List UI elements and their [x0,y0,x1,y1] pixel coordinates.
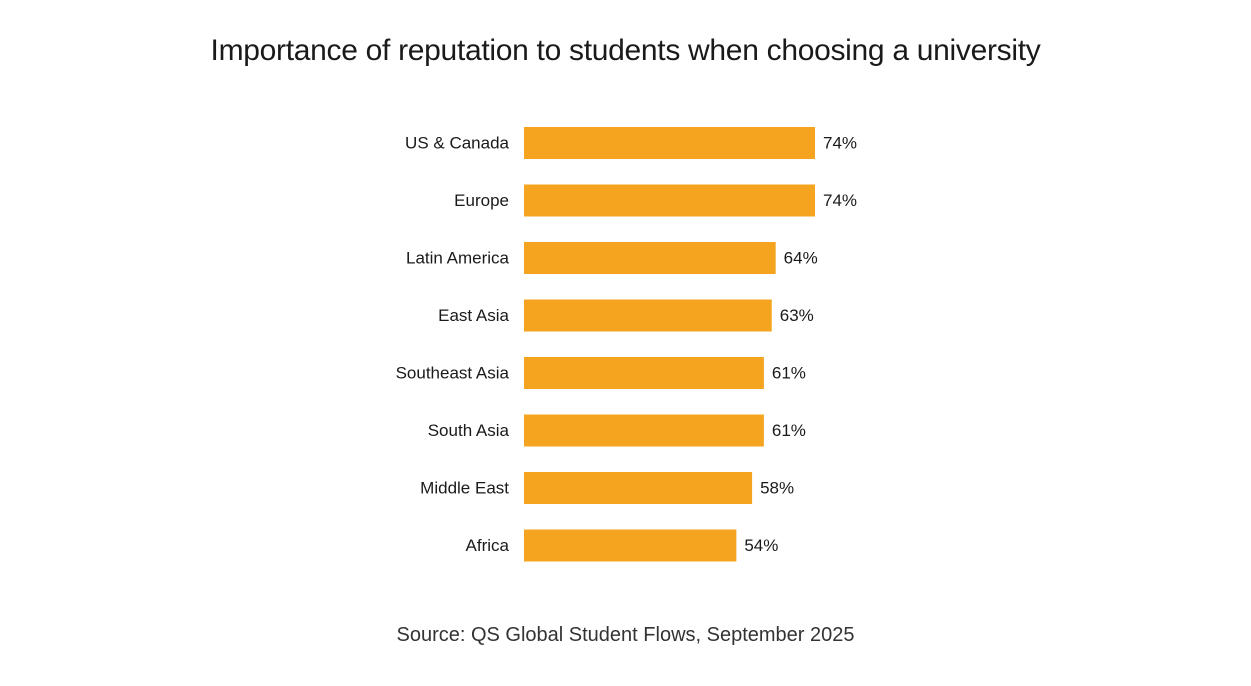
category-label: Africa [466,536,510,555]
bar [524,472,753,504]
bar [524,184,815,217]
value-label: 54% [744,536,778,555]
category-label: Southeast Asia [396,364,510,383]
value-label: 74% [823,191,857,210]
bars-layer: US & Canada 74% Europe 74% Latin America 64% E… [396,127,857,562]
category-label: US & Canada [405,134,509,153]
bar [524,242,776,274]
category-label: Europe [454,191,509,210]
chart-title: Importance of reputation to students whe… [210,34,1041,67]
chart-source: Source: QS Global Student Flows, Septemb… [396,624,855,646]
bar [524,357,764,389]
category-label: Latin America [406,249,510,268]
value-label: 64% [784,249,818,268]
value-label: 58% [760,479,794,498]
bar [524,529,737,562]
value-label: 61% [772,421,806,440]
value-label: 63% [780,306,814,325]
bar [524,414,764,447]
category-label: East Asia [438,306,509,325]
value-label: 61% [772,364,806,383]
category-label: South Asia [428,421,510,440]
value-label: 74% [823,134,857,153]
bar [524,299,772,332]
bar [524,127,815,159]
category-label: Middle East [420,479,509,498]
